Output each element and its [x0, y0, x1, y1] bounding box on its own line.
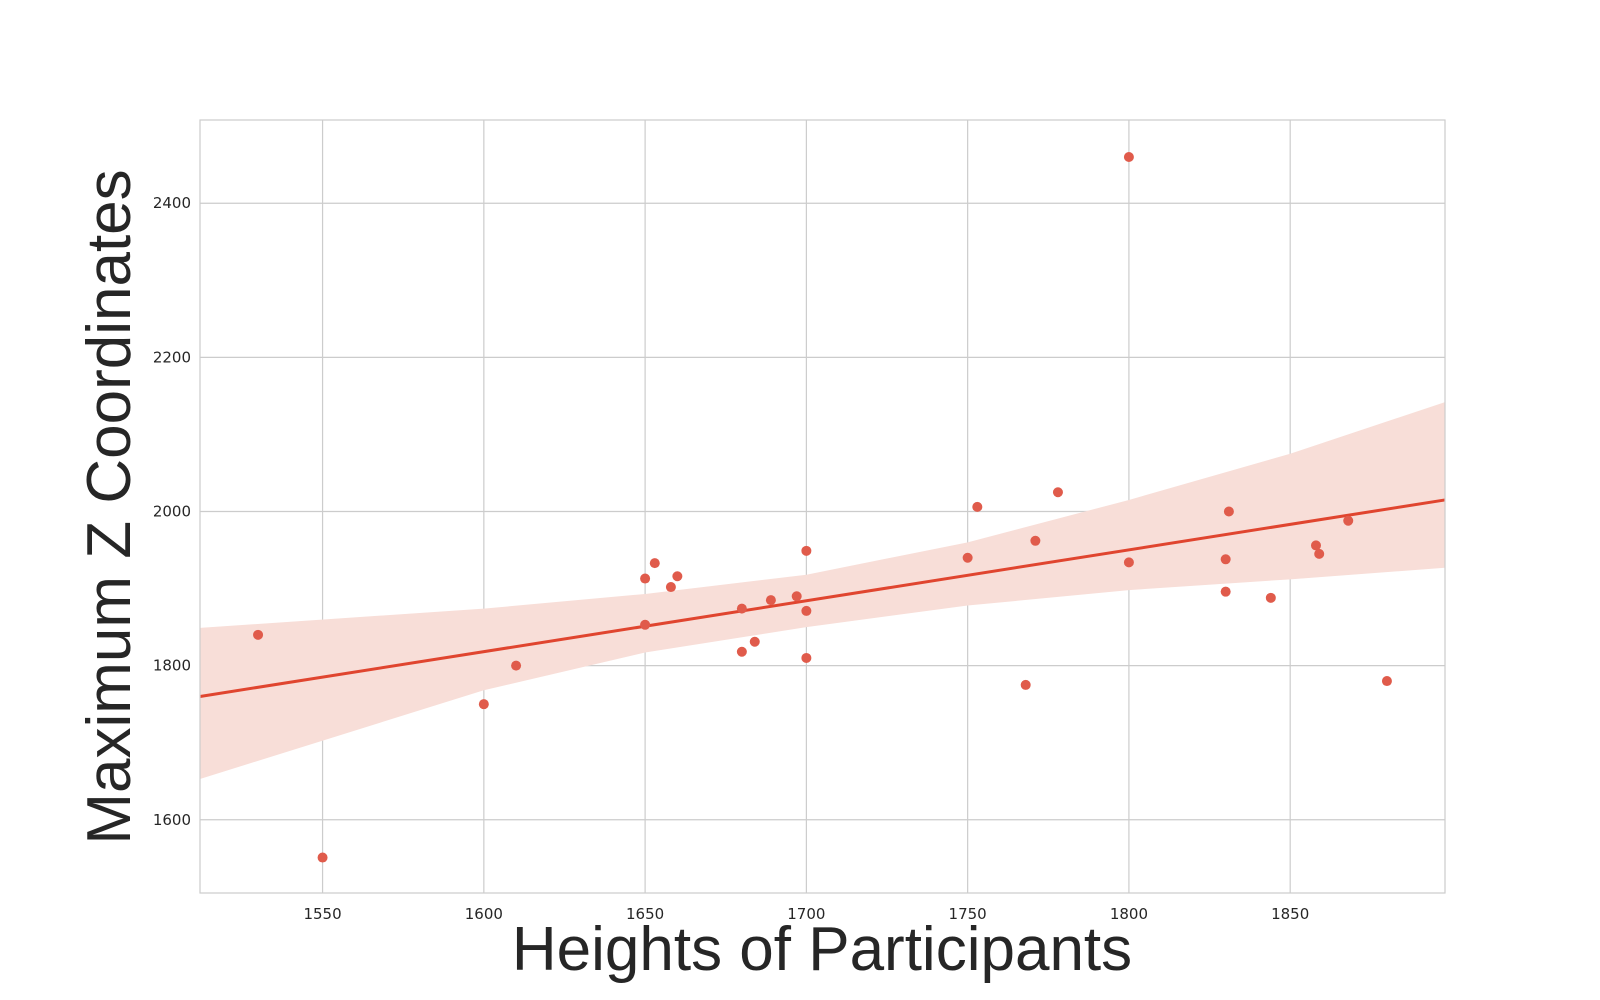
y-tick-label: 2200: [153, 348, 191, 366]
data-point: [665, 582, 676, 593]
data-point: [672, 571, 683, 582]
data-point: [736, 603, 747, 614]
regression-line: [199, 498, 1446, 698]
confidence-band-layer: [200, 402, 1445, 779]
data-point: [1030, 535, 1041, 546]
regression-line-layer: [199, 498, 1446, 698]
x-tick-label: 1700: [787, 905, 825, 923]
x-tick-label: 1550: [303, 905, 341, 923]
data-point: [972, 501, 983, 512]
data-point: [1220, 554, 1231, 565]
data-point: [962, 552, 973, 563]
data-point: [253, 629, 264, 640]
data-point: [1223, 506, 1234, 517]
confidence-band: [200, 402, 1445, 779]
y-axis-label: Maximum Z Coordinates: [75, 169, 144, 844]
plot-frame: [199, 119, 1446, 894]
data-point: [640, 619, 651, 630]
y-tick-label: 2000: [153, 503, 191, 521]
data-point: [1310, 540, 1321, 551]
data-point: [736, 646, 747, 657]
y-tick-label: 1600: [153, 811, 191, 829]
x-tick-label: 1650: [626, 905, 664, 923]
x-tick-label: 1800: [1110, 905, 1148, 923]
y-tick-label: 2400: [153, 194, 191, 212]
data-points: [253, 151, 1392, 863]
data-point: [765, 595, 776, 606]
data-point: [1020, 679, 1031, 690]
data-point: [640, 573, 651, 584]
data-point: [1343, 515, 1354, 526]
data-point: [317, 852, 328, 863]
data-point: [1123, 557, 1134, 568]
data-point: [1381, 676, 1392, 687]
data-point: [1123, 151, 1134, 162]
x-tick-label: 1850: [1271, 905, 1309, 923]
data-point: [1220, 586, 1231, 597]
data-point: [1314, 548, 1325, 559]
data-point: [801, 545, 812, 556]
data-point: [511, 660, 522, 671]
x-axis-label: Heights of Participants: [512, 915, 1132, 984]
data-point: [801, 652, 812, 663]
data-point: [1265, 592, 1276, 603]
data-point: [801, 605, 812, 616]
y-tick-labels: 1600 1800 2000 2200 2400: [153, 194, 191, 829]
x-tick-label: 1750: [949, 905, 987, 923]
data-point: [478, 699, 489, 710]
data-point: [791, 591, 802, 602]
y-tick-label: 1800: [153, 657, 191, 675]
data-point: [1052, 487, 1063, 498]
data-point: [649, 558, 660, 569]
x-tick-label: 1600: [465, 905, 503, 923]
x-tick-labels: 1550 1600 1650 1700 1750 1800 1850: [303, 905, 1309, 923]
data-point: [749, 636, 760, 647]
